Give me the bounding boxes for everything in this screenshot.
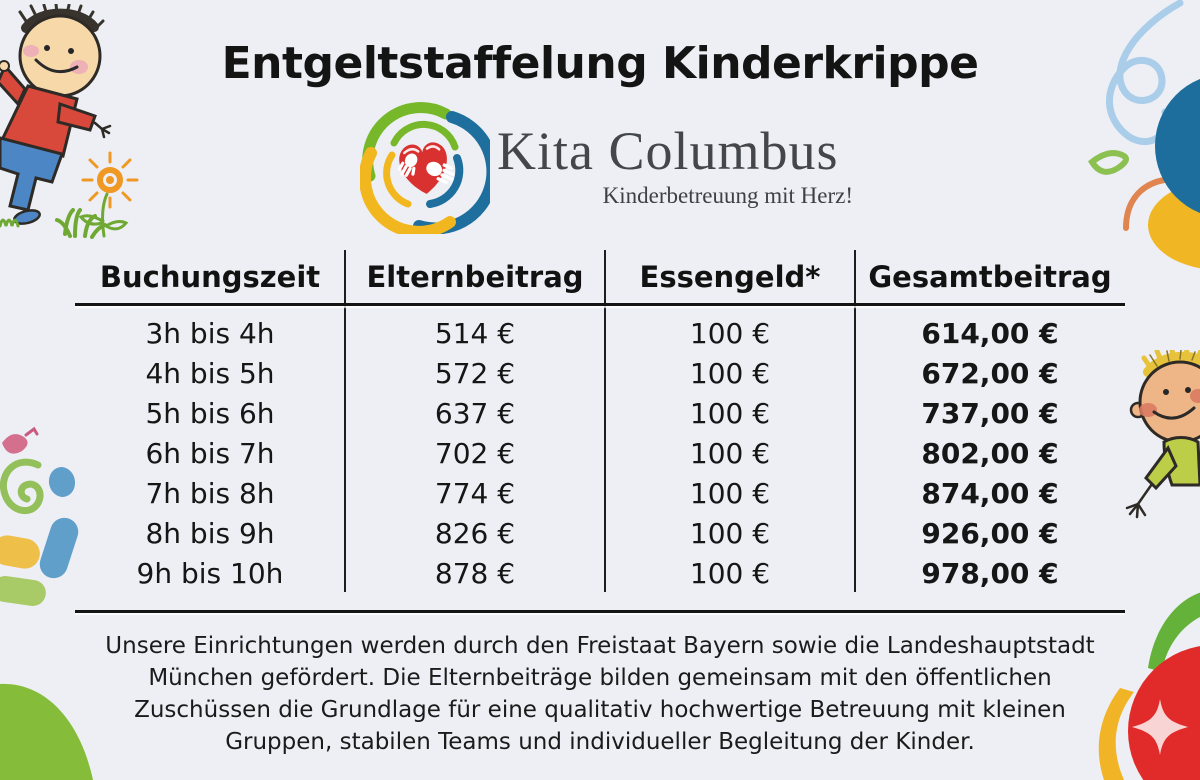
header-underline <box>75 303 1125 306</box>
table-cell: 514 € <box>434 317 516 350</box>
column-divider <box>854 250 856 592</box>
footer-line: Gruppen, stabilen Teams und individuelle… <box>225 729 975 755</box>
table-cell: 3h bis 4h <box>145 317 275 350</box>
table-cell-total: 802,00 € <box>921 437 1059 470</box>
page-title: Entgeltstaffelung Kinderkrippe <box>221 38 979 89</box>
blue-squiggle-circles-icon <box>1088 0 1200 269</box>
column-divider <box>344 250 346 592</box>
table-cell: 9h bis 10h <box>136 557 284 590</box>
green-corner-blob-icon <box>0 683 93 780</box>
table-cell-total: 737,00 € <box>921 397 1059 430</box>
logo-tagline: Kinderbetreuung mit Herz! <box>602 183 853 209</box>
table-cell: 7h bis 8h <box>145 477 275 510</box>
table-cell: 826 € <box>434 517 516 550</box>
table-cell-total: 978,00 € <box>921 557 1059 590</box>
table-cell: 6h bis 7h <box>145 437 275 470</box>
footer-line: Zuschüssen die Grundlage für eine qualit… <box>134 697 1066 723</box>
kita-columbus-logo-icon <box>360 102 490 234</box>
table-cell: 100 € <box>689 397 771 430</box>
table-cell: 5h bis 6h <box>145 397 275 430</box>
col-header-buchungszeit: Buchungszeit <box>99 260 321 294</box>
table-cell-total: 926,00 € <box>921 517 1059 550</box>
table-bottom-line <box>75 610 1125 613</box>
table-cell-total: 672,00 € <box>921 357 1059 390</box>
table-cell: 100 € <box>689 317 771 350</box>
col-header-essengeld: Essengeld* <box>639 260 821 294</box>
col-header-gesamtbeitrag: Gesamtbeitrag <box>868 260 1112 294</box>
table-cell: 4h bis 5h <box>145 357 275 390</box>
table-cell: 100 € <box>689 357 771 390</box>
logo-text: Kita Columbus Kinderbetreuung mit Herz! <box>497 121 883 209</box>
table-cell: 878 € <box>434 557 516 590</box>
table-cell: 572 € <box>434 357 516 390</box>
boy-crayon-drawing-icon <box>0 4 139 239</box>
table-cell: 100 € <box>689 477 771 510</box>
table-cell: 8h bis 9h <box>145 517 275 550</box>
table-cell: 637 € <box>434 397 516 430</box>
waving-boy-crayon-icon <box>1125 350 1200 519</box>
logo-name: Kita Columbus <box>497 121 839 181</box>
table-cell: 100 € <box>689 557 771 590</box>
table-cell: 100 € <box>689 517 771 550</box>
table-cell-total: 614,00 € <box>921 317 1059 350</box>
footer-note: Unsere Einrichtungen werden durch den Fr… <box>75 630 1125 758</box>
crayon-scribbles-icon <box>0 426 79 606</box>
table-header-row: Buchungszeit Elternbeitrag Essengeld* Ge… <box>75 252 1125 302</box>
color-circles-sparkle-icon <box>1098 592 1200 780</box>
flower-crayon-icon <box>78 151 139 238</box>
col-header-elternbeitrag: Elternbeitrag <box>366 260 584 294</box>
column-divider <box>604 250 606 592</box>
table-cell: 100 € <box>689 437 771 470</box>
table-cell-total: 874,00 € <box>921 477 1059 510</box>
footer-line: München gefördert. Die Elternbeiträge bi… <box>148 665 1052 691</box>
fee-table-body: 3h bis 4h 514 € 100 € 614,00 € 4h bis 5h… <box>75 314 1125 594</box>
table-cell: 774 € <box>434 477 516 510</box>
footer-line: Unsere Einrichtungen werden durch den Fr… <box>105 633 1095 659</box>
table-cell: 702 € <box>434 437 516 470</box>
